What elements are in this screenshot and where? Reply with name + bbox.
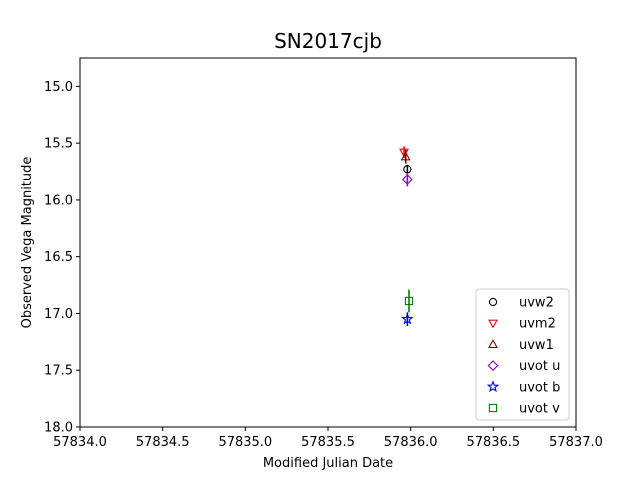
x-tick-label: 57834.0 bbox=[53, 435, 107, 450]
y-tick-label: 17.0 bbox=[44, 307, 73, 322]
x-axis-label: Modified Julian Date bbox=[263, 456, 393, 471]
x-tick-label: 57836.0 bbox=[384, 435, 438, 450]
legend-marker bbox=[488, 297, 498, 307]
legend: uvw2 uvm2 uvw1 uvot u uvot b uvot v bbox=[475, 288, 570, 421]
y-tick-label: 17.5 bbox=[44, 364, 73, 379]
legend-label: uvw1 bbox=[519, 338, 554, 353]
legend-marker bbox=[488, 403, 498, 413]
x-tick-label: 57834.5 bbox=[136, 435, 190, 450]
x-tick-label: 57837.0 bbox=[549, 435, 603, 450]
data-point bbox=[401, 312, 414, 325]
legend-marker bbox=[486, 380, 500, 393]
data-point bbox=[400, 151, 411, 161]
y-tick-label: 15.0 bbox=[44, 80, 73, 95]
legend-marker bbox=[487, 360, 499, 371]
data-point bbox=[404, 296, 414, 306]
legend-label: uvw2 bbox=[519, 296, 554, 311]
chart-title: SN2017cjb bbox=[274, 29, 382, 53]
legend-marker bbox=[488, 339, 498, 348]
legend-label: uvot b bbox=[519, 380, 560, 395]
legend-label: uvot u bbox=[519, 359, 560, 374]
legend-label: uvot v bbox=[519, 402, 560, 417]
x-tick-label: 57836.5 bbox=[466, 435, 520, 450]
legend-box bbox=[475, 288, 570, 421]
plot-markers bbox=[399, 146, 414, 326]
y-axis-ticks: 15.0 15.5 16.0 16.5 17.0 17.5 18.0 bbox=[44, 80, 80, 436]
x-tick-label: 57835.5 bbox=[301, 435, 355, 450]
y-tick-label: 16.0 bbox=[44, 193, 73, 208]
x-axis-ticks: 57834.0 57834.5 57835.0 57835.5 57836.0 57836… bbox=[53, 427, 603, 450]
legend-label: uvm2 bbox=[519, 317, 556, 332]
y-tick-label: 18.0 bbox=[44, 421, 73, 436]
y-tick-label: 15.5 bbox=[44, 137, 73, 152]
y-tick-label: 16.5 bbox=[44, 250, 73, 265]
y-axis-label: Observed Vega Magnitude bbox=[20, 157, 35, 329]
data-point bbox=[401, 174, 413, 185]
legend-marker bbox=[488, 319, 498, 329]
x-tick-label: 57835.0 bbox=[218, 435, 272, 450]
